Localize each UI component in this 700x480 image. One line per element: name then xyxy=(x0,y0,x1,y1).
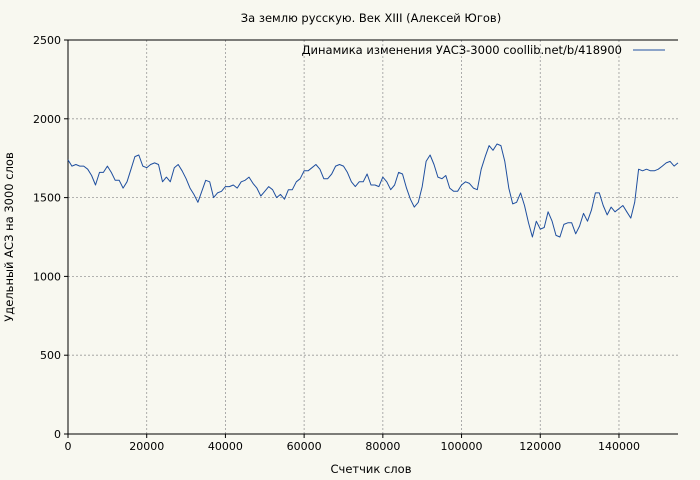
plot-axes xyxy=(64,39,678,438)
y-tick-label: 0 xyxy=(54,428,61,441)
x-tick-label: 100000 xyxy=(441,440,483,453)
tick-labels: 0 20000 40000 60000 80000 100000 120000 140000 0… xyxy=(33,34,640,453)
x-tick-label: 20000 xyxy=(129,440,164,453)
legend-label: Динамика изменения УАСЗ-3000 coollib.net… xyxy=(302,43,622,57)
y-axis-label: Удельный АСЗ на 3000 слов xyxy=(2,152,16,322)
x-axis-label: Счетчик слов xyxy=(331,462,412,476)
series-line xyxy=(67,143,679,238)
y-tick-label: 2000 xyxy=(33,113,61,126)
y-tick-label: 500 xyxy=(40,349,61,362)
data-series xyxy=(67,143,679,238)
x-tick-label: 60000 xyxy=(287,440,322,453)
y-tick-label: 2500 xyxy=(33,34,61,47)
y-tick-label: 1000 xyxy=(33,270,61,283)
legend: Динамика изменения УАСЗ-3000 coollib.net… xyxy=(302,43,665,57)
x-tick-label: 80000 xyxy=(365,440,400,453)
chart-title: За землю русскую. Век XIII (Алексей Югов… xyxy=(241,11,501,25)
x-tick-label: 120000 xyxy=(519,440,561,453)
x-tick-label: 0 xyxy=(65,440,72,453)
plot-grid xyxy=(68,40,678,434)
x-tick-label: 40000 xyxy=(208,440,243,453)
x-tick-label: 140000 xyxy=(598,440,640,453)
y-tick-label: 1500 xyxy=(33,192,61,205)
